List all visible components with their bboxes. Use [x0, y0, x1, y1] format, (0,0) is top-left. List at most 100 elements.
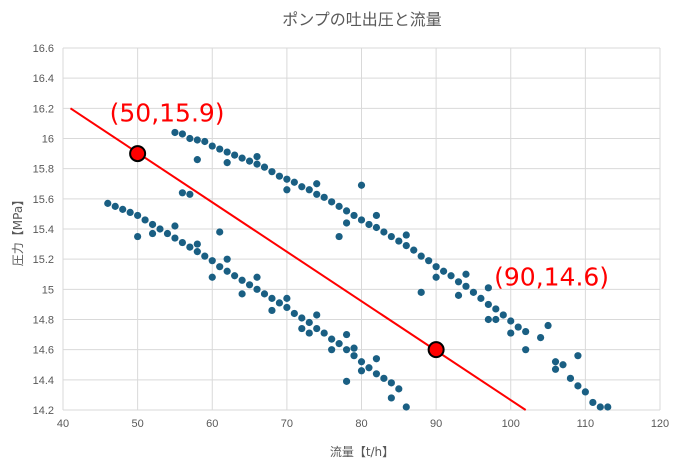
x-tick-label: 120	[651, 418, 669, 430]
data-point	[260, 290, 269, 298]
data-point	[372, 370, 381, 378]
y-tick-label: 15	[42, 284, 54, 296]
data-point	[462, 282, 470, 290]
data-point	[335, 232, 343, 241]
data-point	[111, 202, 119, 210]
data-point	[522, 327, 530, 336]
data-point	[268, 294, 276, 302]
data-point	[313, 180, 321, 188]
data-point	[171, 234, 179, 242]
data-point	[253, 285, 261, 293]
data-point	[290, 178, 298, 186]
data-point	[283, 186, 291, 194]
x-tick-labels: 40 50 60 70 80 90 100 110 120	[57, 418, 669, 430]
y-tick-label: 14.6	[33, 345, 54, 357]
data-point	[223, 267, 231, 275]
data-point	[447, 272, 455, 280]
data-point	[402, 403, 410, 411]
data-point	[365, 220, 373, 229]
data-point	[342, 377, 351, 385]
data-point	[566, 374, 575, 382]
data-point	[193, 240, 201, 248]
x-tick-label: 110	[577, 418, 595, 430]
data-point	[357, 181, 366, 189]
y-tick-label: 15.6	[33, 194, 54, 206]
data-point	[201, 137, 209, 146]
data-point	[298, 183, 306, 191]
data-point	[492, 305, 500, 313]
data-point	[544, 321, 552, 330]
data-point	[313, 311, 321, 319]
data-point	[216, 145, 224, 153]
y-tick-label: 16.2	[33, 103, 54, 115]
data-point	[484, 284, 492, 292]
data-point	[328, 335, 336, 343]
point-annotation: (90,14.6)	[494, 263, 609, 292]
data-point	[462, 270, 470, 278]
data-point	[268, 306, 276, 315]
data-point	[298, 314, 306, 322]
data-point	[492, 315, 500, 324]
data-point	[395, 237, 403, 245]
data-point	[208, 257, 216, 265]
data-point	[484, 300, 492, 309]
data-point	[342, 346, 351, 354]
data-point	[350, 211, 358, 220]
data-point	[417, 288, 425, 296]
data-point	[387, 232, 395, 241]
data-point	[507, 317, 515, 325]
data-point	[335, 340, 343, 348]
data-point	[208, 273, 216, 281]
data-point	[104, 199, 112, 207]
point-annotation: (50,15.9)	[110, 99, 225, 128]
data-point	[245, 157, 254, 165]
data-point	[581, 388, 589, 396]
data-point	[253, 153, 261, 161]
data-point	[551, 358, 560, 366]
data-point	[357, 216, 366, 224]
x-tick-label: 80	[355, 418, 367, 430]
data-point	[156, 225, 164, 233]
data-point	[454, 291, 463, 299]
data-point	[454, 278, 463, 286]
trend-line	[69, 107, 527, 411]
data-point	[320, 329, 328, 337]
data-point	[574, 352, 582, 360]
y-tick-label: 15.8	[33, 164, 54, 176]
data-point	[268, 168, 276, 176]
highlight-point	[129, 145, 147, 163]
data-point	[350, 352, 358, 360]
data-point	[193, 156, 201, 164]
x-tick-label: 100	[502, 418, 520, 430]
y-tick-labels: 14.2 14.4 14.6 14.8 15 15.2 15.4 15.6 15.8 16 16.2…	[33, 43, 54, 417]
data-point	[231, 272, 239, 280]
data-point	[178, 238, 186, 247]
data-point	[357, 367, 366, 375]
data-point	[484, 315, 492, 324]
data-point	[193, 248, 201, 256]
data-point	[313, 190, 321, 198]
data-point	[596, 403, 604, 411]
data-point	[469, 288, 478, 296]
data-point	[432, 263, 440, 271]
data-point	[342, 330, 351, 339]
data-point	[148, 229, 157, 238]
data-point	[372, 223, 381, 232]
annotations: (50,15.9) (90,14.6)	[110, 99, 609, 292]
data-point	[245, 281, 254, 289]
y-axis-title: 圧力【MPa】	[11, 194, 25, 266]
data-point	[290, 309, 298, 318]
data-point	[238, 276, 246, 284]
data-point	[559, 361, 567, 369]
data-point	[574, 382, 582, 390]
data-point	[231, 151, 239, 159]
x-tick-label: 50	[132, 418, 144, 430]
data-point	[216, 263, 224, 271]
data-point	[477, 294, 485, 302]
y-tick-label: 14.8	[33, 315, 54, 327]
data-point	[342, 219, 351, 227]
data-point	[260, 163, 269, 171]
data-point	[163, 229, 172, 238]
